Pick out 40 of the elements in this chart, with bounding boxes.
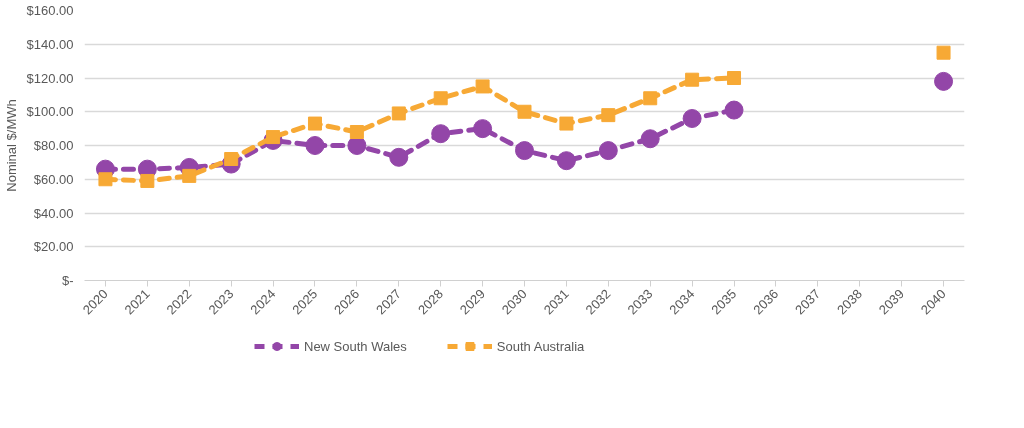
point bbox=[682, 109, 702, 128]
point bbox=[640, 129, 660, 149]
point bbox=[224, 152, 239, 166]
legend-label: New South Wales bbox=[304, 338, 407, 354]
y-tick-label: $80.00 bbox=[33, 138, 74, 153]
y-tick-label: $40.00 bbox=[33, 205, 74, 221]
point bbox=[936, 45, 951, 60]
point bbox=[934, 71, 954, 91]
y-tick-label: $- bbox=[61, 273, 74, 288]
point bbox=[685, 72, 700, 87]
point bbox=[727, 71, 742, 85]
point bbox=[431, 124, 451, 144]
y-tick-label: $60.00 bbox=[33, 171, 74, 187]
y-tick-label: $20.00 bbox=[33, 239, 74, 255]
point bbox=[473, 119, 493, 139]
point bbox=[601, 108, 616, 123]
point bbox=[305, 136, 325, 155]
point bbox=[98, 172, 113, 187]
point bbox=[598, 141, 618, 161]
point bbox=[182, 168, 197, 183]
y-tick-label: $120.00 bbox=[26, 70, 74, 86]
point bbox=[475, 79, 490, 94]
legend-label: South Australia bbox=[496, 338, 585, 354]
point bbox=[433, 91, 448, 106]
point bbox=[389, 147, 409, 167]
point bbox=[349, 125, 364, 139]
point bbox=[643, 91, 658, 106]
y-tick-label: $140.00 bbox=[26, 36, 74, 52]
point bbox=[724, 100, 744, 120]
y-tick-label: $160.00 bbox=[26, 3, 74, 18]
point bbox=[556, 151, 576, 171]
y-tick-label: $100.00 bbox=[26, 104, 74, 120]
point bbox=[559, 116, 574, 131]
point bbox=[347, 136, 367, 155]
point bbox=[140, 173, 155, 188]
point bbox=[391, 106, 406, 121]
y-axis-title: Nominal $/MWh bbox=[3, 99, 19, 192]
point bbox=[517, 104, 532, 119]
point bbox=[307, 116, 322, 131]
point bbox=[515, 141, 534, 161]
